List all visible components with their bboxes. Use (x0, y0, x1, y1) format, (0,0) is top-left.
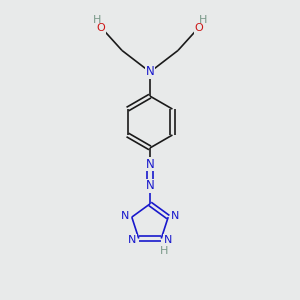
Text: N: N (146, 158, 154, 171)
Text: N: N (146, 65, 154, 79)
Text: O: O (97, 23, 105, 33)
Text: H: H (199, 15, 207, 26)
Text: N: N (164, 235, 172, 245)
Text: N: N (121, 211, 130, 220)
Text: H: H (160, 246, 168, 256)
Text: N: N (128, 235, 136, 245)
Text: N: N (170, 211, 179, 220)
Text: O: O (195, 23, 203, 33)
Text: H: H (93, 15, 101, 26)
Text: N: N (146, 179, 154, 192)
